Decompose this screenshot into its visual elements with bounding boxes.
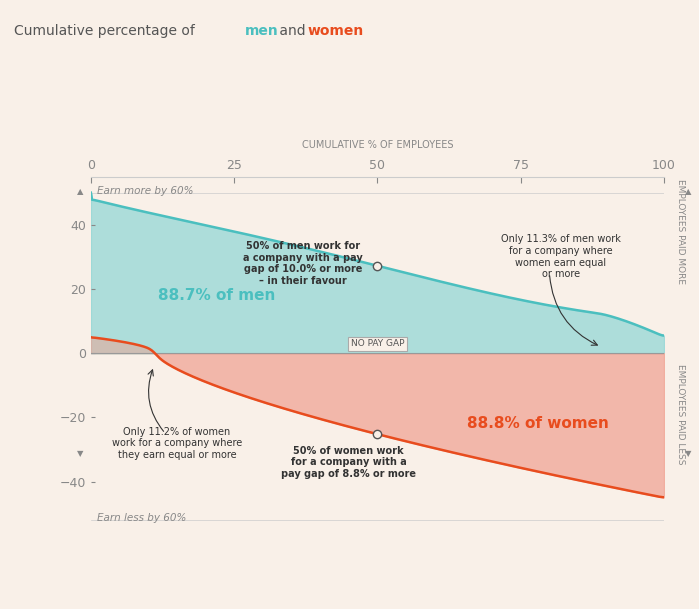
Text: ▼: ▼ bbox=[685, 449, 692, 458]
Text: 50% of women work
for a company with a
pay gap of 8.8% or more: 50% of women work for a company with a p… bbox=[281, 446, 417, 479]
Text: ▼: ▼ bbox=[77, 449, 84, 458]
X-axis label: CUMULATIVE % OF EMPLOYEES: CUMULATIVE % OF EMPLOYEES bbox=[302, 139, 453, 150]
Text: 50% of men work for
a company with a pay
gap of 10.0% or more
– in their favour: 50% of men work for a company with a pay… bbox=[243, 241, 363, 286]
Text: women: women bbox=[308, 24, 363, 38]
Text: Cumulative percentage of: Cumulative percentage of bbox=[14, 24, 199, 38]
Text: EMPLOYEES PAID MORE: EMPLOYEES PAID MORE bbox=[676, 179, 685, 284]
Text: men: men bbox=[245, 24, 278, 38]
Text: ▲: ▲ bbox=[685, 188, 692, 196]
Text: and: and bbox=[275, 24, 310, 38]
Text: Only 11.3% of men work
for a company where
women earn equal
or more: Only 11.3% of men work for a company whe… bbox=[501, 234, 621, 280]
Text: ▲: ▲ bbox=[77, 188, 84, 196]
Text: Earn more by 60%: Earn more by 60% bbox=[96, 186, 193, 196]
Text: 88.8% of women: 88.8% of women bbox=[467, 417, 609, 431]
Text: Earn less by 60%: Earn less by 60% bbox=[96, 513, 186, 523]
Text: NO PAY GAP: NO PAY GAP bbox=[351, 339, 404, 348]
Text: 88.7% of men: 88.7% of men bbox=[158, 288, 275, 303]
Text: Only 11.2% of women
work for a company where
they earn equal or more: Only 11.2% of women work for a company w… bbox=[112, 426, 242, 460]
Text: EMPLOYEES PAID LESS: EMPLOYEES PAID LESS bbox=[676, 364, 685, 465]
